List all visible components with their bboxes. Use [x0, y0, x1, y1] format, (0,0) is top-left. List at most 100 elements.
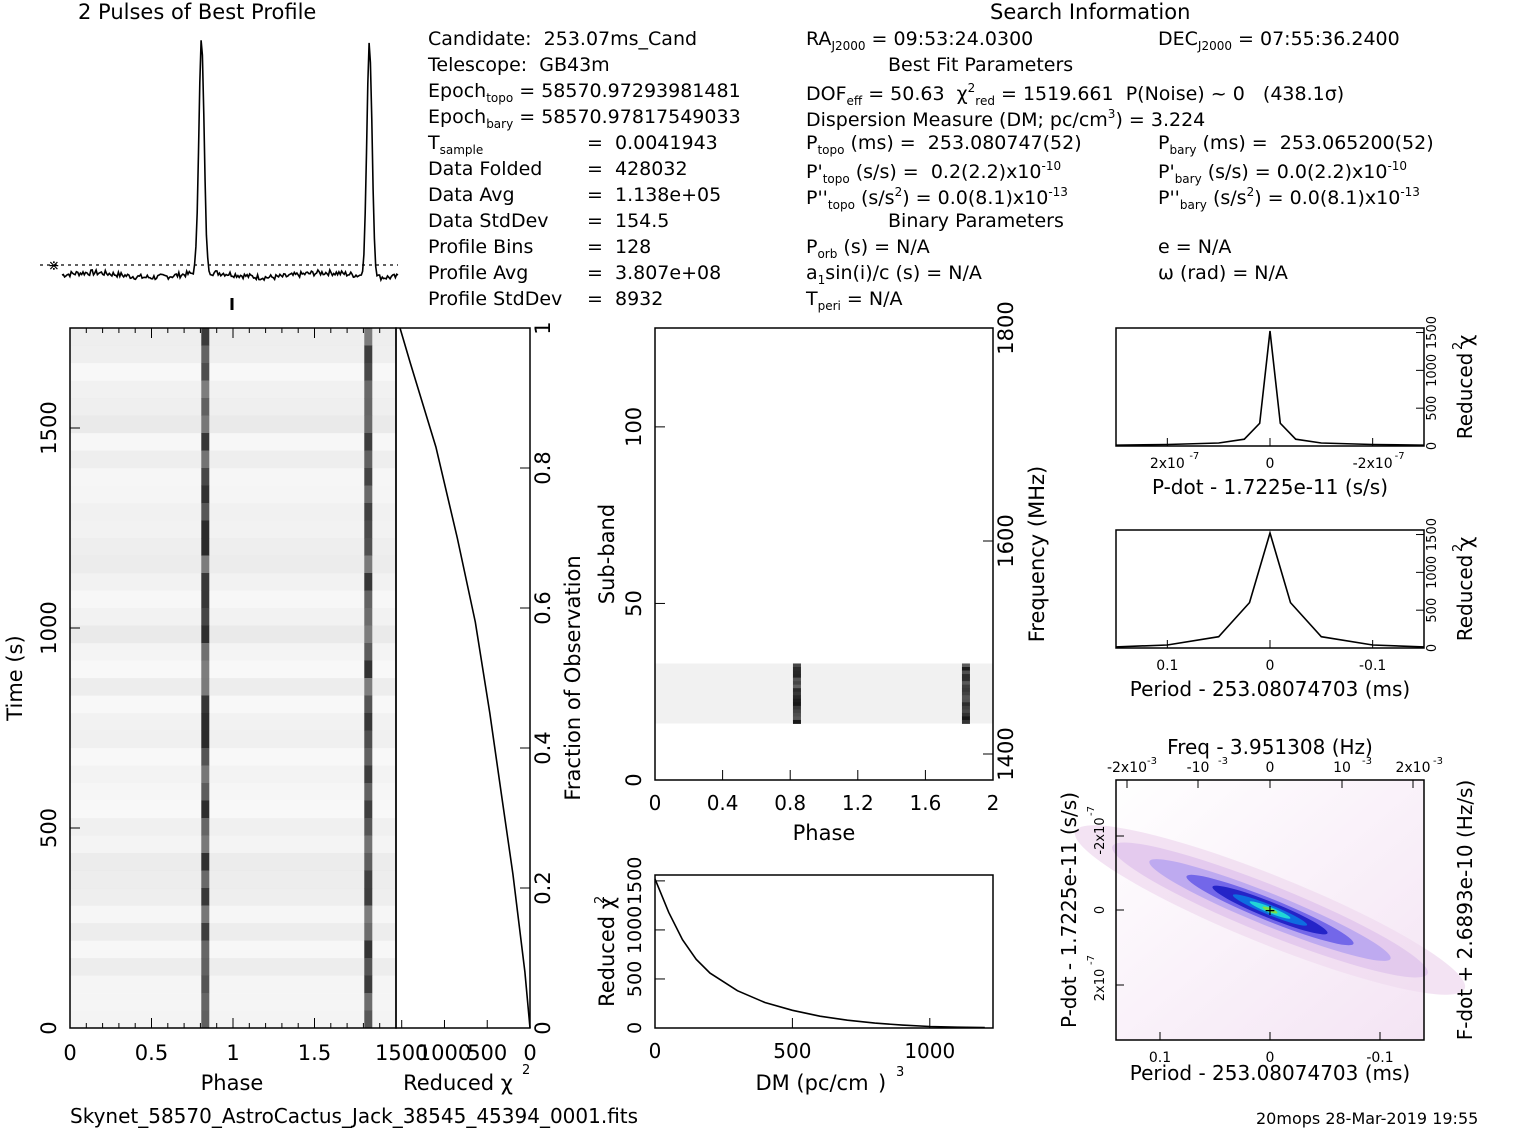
t-sample-value: = 0.0041943 [587, 132, 718, 154]
x-tick-label: 0 [523, 1041, 536, 1065]
pulse-cell [201, 415, 210, 434]
pulse-cell [364, 905, 373, 924]
pulse-cell [364, 503, 373, 521]
pulse-cell [364, 940, 373, 959]
pulse-cell [364, 888, 373, 906]
time-row-band [70, 765, 396, 784]
time-row-band [70, 678, 396, 696]
pulse-cell [201, 940, 210, 959]
x-tick-label: 1500 [375, 1041, 428, 1065]
time-row-band [70, 800, 396, 819]
time-row-band [70, 975, 396, 994]
profile-stddev-value: = 8932 [587, 288, 664, 310]
pulse-cell [201, 870, 210, 889]
time-row-band [70, 590, 396, 609]
subband-pulse-cell [792, 712, 801, 717]
pulse-cell [201, 818, 210, 836]
subband-pulse-cell [792, 684, 801, 689]
x-tick-label: 1 [226, 1041, 239, 1065]
pulse-cell [364, 695, 373, 714]
time-row-band [70, 468, 396, 486]
x2-tick-label: 0 [1266, 760, 1275, 776]
pulse-cell [201, 380, 210, 399]
subband-pulse-cell [792, 681, 801, 686]
epoch-bary-row: Epochbary = 58570.97817549033 [428, 106, 741, 131]
curve-line [1115, 530, 1425, 648]
pulse-cell [364, 783, 373, 801]
time-row-band [70, 870, 396, 889]
y-tick-label: 0 [37, 1021, 61, 1034]
x-axis-label: Phase [793, 821, 856, 845]
x-tick-label: 500 [467, 1041, 507, 1065]
search-info-title: Search Information [990, 0, 1191, 24]
p-topo-row: Ptopo (ms) = 253.080747(52) [806, 132, 1082, 157]
y2-tick-label: 500 [1425, 598, 1440, 623]
dm-frame [654, 874, 994, 1029]
subband-pulse-cell [792, 698, 801, 703]
t-sample-row: Tsample [428, 132, 484, 157]
y-tick-label: 50 [622, 590, 646, 617]
pdd-bary-row: P''bary (s/s2) = 0.0(8.1)x10-13 [1158, 185, 1420, 212]
x-tick-label: -0.1 [1359, 658, 1386, 674]
pulse-cell [364, 450, 373, 469]
a1-row: a1sin(i)/c (s) = N/A [806, 262, 982, 287]
pulse-cell [201, 765, 210, 784]
pulse-cell [201, 643, 210, 661]
time-row-band [70, 695, 396, 714]
y2-tick-label: 0.8 [531, 451, 555, 484]
x-tick-label: 0.5 [135, 1041, 168, 1065]
pulse-cell [364, 468, 373, 486]
pulse-cell [364, 380, 373, 399]
y2-tick-label: 1600 [994, 514, 1018, 567]
p-orb-row: Porb (s) = N/A [806, 236, 930, 261]
pulse-cell [364, 415, 373, 434]
pulse-cell [201, 713, 210, 731]
chi2-time-line [399, 327, 531, 1029]
time-row-band [70, 748, 396, 766]
y-tick-label: 0 [624, 1022, 646, 1034]
pulse-cell [201, 1010, 210, 1029]
subband-panel: 0 0.4 0.8 1.2 1.6 2 0 50 100 1400 1600 1800 Phase Sub… [595, 301, 1049, 845]
binary-title: Binary Parameters [888, 210, 1064, 232]
time-row-band [70, 538, 396, 556]
dec-row: DECJ2000 = 07:55:36.2400 [1158, 28, 1400, 53]
time-row-band [70, 608, 396, 626]
pulse-cell [201, 625, 210, 644]
subband-pulse-cell [961, 674, 970, 678]
x-axis-label: P-dot - 1.7225e-11 (s/s) [1152, 475, 1388, 499]
y-tick-label: 500 [37, 808, 61, 848]
pulse-cell [201, 468, 210, 486]
pulse-cell [201, 905, 210, 924]
profile-avg-row: Profile Avg [428, 262, 529, 284]
pulse-cell [201, 608, 210, 626]
best-fit-marker: + [1264, 903, 1276, 919]
subband-pulse-cell [792, 677, 801, 682]
x2-tick-label: 2x10 [1395, 760, 1430, 776]
time-row-band [70, 398, 396, 416]
pulse-cell [201, 538, 210, 556]
epoch-topo-row: Epochtopo = 58570.97293981481 [428, 80, 741, 105]
time-row-band [70, 415, 396, 434]
pulse-cell [364, 748, 373, 766]
dm-row: Dispersion Measure (DM; pc/cm3) = 3.224 [806, 107, 1206, 131]
pulse-cell [201, 590, 210, 609]
pulse-cell [364, 520, 373, 539]
time-row-band [70, 835, 396, 854]
time-row-band [70, 520, 396, 539]
pulse-cell [201, 345, 210, 364]
x-axis-label: DM (pc/cm [755, 1071, 868, 1095]
time-row-band [70, 450, 396, 469]
dm-curve-line [654, 878, 985, 1029]
time-row-band [70, 555, 396, 574]
subband-pulse-cell [961, 677, 970, 682]
subband-pulse-cell [792, 705, 801, 710]
subband-pulse-cell [961, 709, 970, 714]
time-row-band [70, 345, 396, 364]
subband-pulse-cell [792, 716, 801, 721]
e-row: e = N/A [1158, 236, 1232, 258]
x-tick-label: 1000 [418, 1041, 471, 1065]
subband-pulse-cell [961, 695, 970, 700]
pulse-cell [201, 573, 210, 591]
pulse-cell [364, 713, 373, 731]
